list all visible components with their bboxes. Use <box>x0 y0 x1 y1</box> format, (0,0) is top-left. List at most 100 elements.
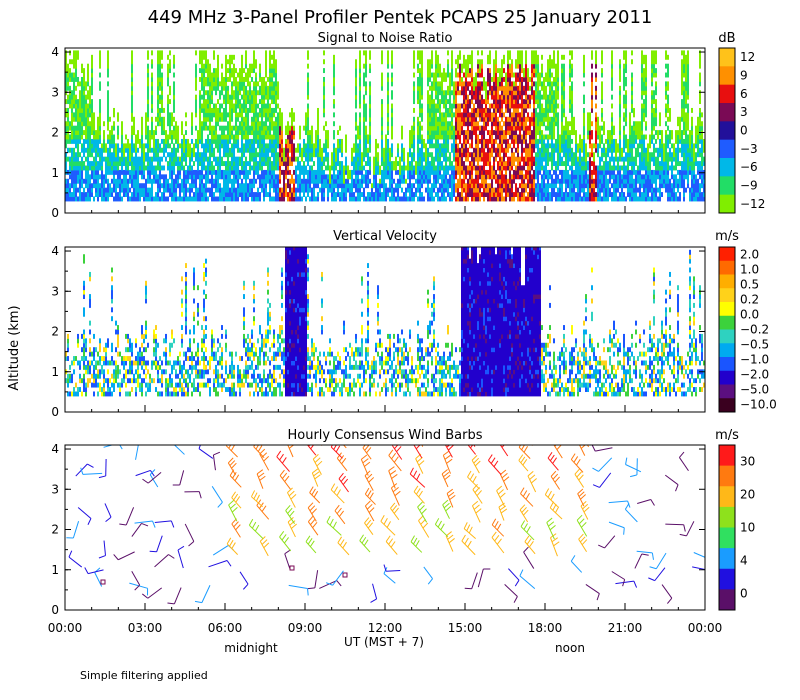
snr-cell <box>253 147 255 153</box>
snr-cell <box>495 178 497 184</box>
snr-cell <box>525 187 527 193</box>
snr-cell <box>443 130 445 136</box>
snr-cell <box>543 192 545 197</box>
snr-cell <box>131 165 133 171</box>
snr-cell <box>75 169 77 175</box>
snr-cell <box>237 94 239 100</box>
snr-cell <box>135 178 137 184</box>
snr-cell <box>359 116 361 122</box>
snr-cell <box>533 183 535 189</box>
snr-cell <box>365 152 367 158</box>
snr-cell <box>307 183 309 189</box>
snr-cell <box>517 94 519 100</box>
snr-cell <box>431 90 433 96</box>
snr-cell <box>331 187 333 193</box>
snr-cell <box>79 81 81 87</box>
snr-cell <box>507 72 509 78</box>
snr-cell <box>489 134 491 140</box>
snr-cell <box>147 147 149 153</box>
snr-cell <box>307 138 309 144</box>
snr-cell <box>201 50 203 56</box>
snr-cell <box>391 54 393 60</box>
snr-cell <box>217 76 219 82</box>
snr-cell <box>207 196 209 202</box>
snr-cell <box>263 196 265 202</box>
snr-cell <box>485 156 487 162</box>
snr-cell <box>411 183 413 189</box>
snr-cell <box>527 192 529 197</box>
snr-cell <box>305 196 307 202</box>
snr-cell <box>489 187 491 193</box>
snr-cell <box>407 152 409 158</box>
snr-cell <box>475 169 477 175</box>
snr-cell <box>463 121 465 127</box>
snr-cell <box>239 85 241 91</box>
snr-cell <box>209 192 211 197</box>
snr-cell <box>505 103 507 109</box>
snr-cell <box>91 143 93 149</box>
snr-cell <box>479 85 481 91</box>
snr-cell <box>221 196 223 202</box>
snr-cell <box>171 130 173 136</box>
snr-cell <box>381 147 383 153</box>
snr-cell <box>195 169 197 175</box>
snr-cell <box>307 125 309 131</box>
snr-cell <box>173 63 175 69</box>
snr-cell <box>167 107 169 113</box>
snr-cell <box>85 174 87 180</box>
snr-cell <box>75 54 77 60</box>
snr-cell <box>487 107 489 113</box>
snr-cell <box>499 112 501 118</box>
snr-cell <box>431 81 433 87</box>
snr-cell <box>221 76 223 82</box>
snr-cell <box>411 130 413 136</box>
snr-cell <box>109 130 111 136</box>
snr-cell <box>467 192 469 197</box>
snr-cell <box>445 165 447 171</box>
snr-cell <box>105 169 107 175</box>
snr-cell <box>435 143 437 149</box>
snr-cell <box>529 174 531 180</box>
snr-cell <box>277 85 279 91</box>
snr-cell <box>127 152 129 158</box>
snr-cell <box>439 152 441 158</box>
snr-cell <box>301 152 303 158</box>
snr-cell <box>113 107 115 113</box>
snr-cell <box>297 156 299 162</box>
snr-cell <box>519 121 521 127</box>
snr-cell <box>533 112 535 118</box>
snr-cell <box>395 196 397 202</box>
snr-cell <box>161 81 163 87</box>
snr-cell <box>99 138 101 144</box>
snr-cell <box>327 143 329 149</box>
snr-cell <box>483 183 485 189</box>
snr-cell <box>115 183 117 189</box>
snr-cell <box>71 174 73 180</box>
snr-cell <box>323 183 325 189</box>
snr-cell <box>497 68 499 74</box>
snr-cell <box>435 125 437 131</box>
snr-cell <box>475 99 477 105</box>
snr-cell <box>189 187 191 193</box>
snr-cell <box>207 138 209 144</box>
snr-cell <box>167 196 169 202</box>
snr-cell <box>245 76 247 82</box>
snr-cell <box>123 152 125 158</box>
snr-cell <box>433 85 435 91</box>
snr-cell <box>493 63 495 69</box>
snr-cell <box>241 178 243 184</box>
snr-cell <box>537 81 539 87</box>
snr-cell <box>121 152 123 158</box>
snr-cell <box>249 165 251 171</box>
snr-cell <box>439 68 441 74</box>
snr-cell <box>323 99 325 105</box>
snr-cell <box>437 165 439 171</box>
snr-cell <box>501 85 503 91</box>
snr-cell <box>315 143 317 149</box>
snr-cell <box>241 165 243 171</box>
snr-cell <box>267 116 269 122</box>
snr-cell <box>529 178 531 184</box>
snr-cell <box>545 107 547 113</box>
snr-cell <box>459 165 461 171</box>
snr-cell <box>489 138 491 144</box>
